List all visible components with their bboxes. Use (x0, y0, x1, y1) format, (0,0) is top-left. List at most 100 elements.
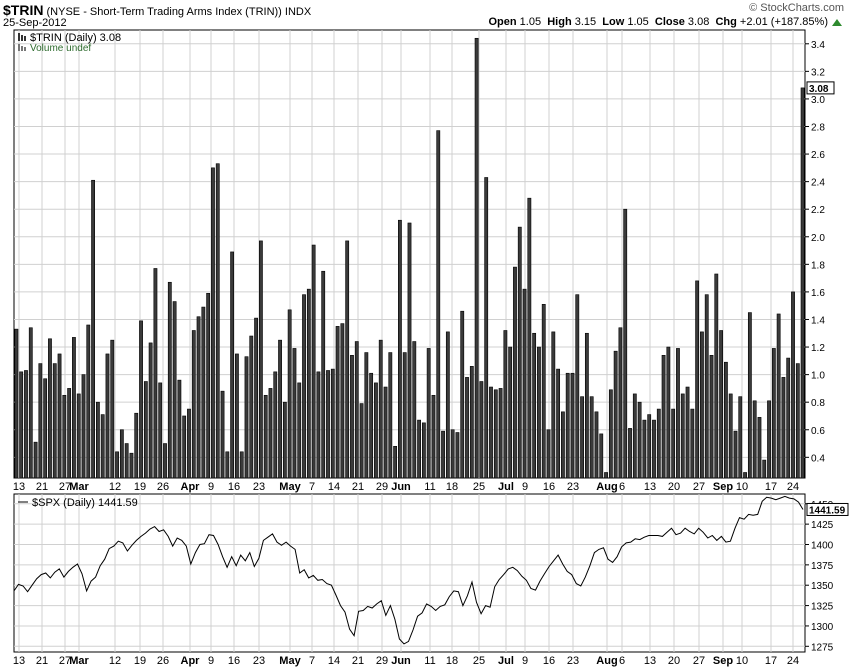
volume-legend-label: Volume undef (30, 43, 91, 54)
spx-x-tick-label: 10 (736, 655, 748, 667)
trin-bar (613, 350, 618, 479)
trin-y-tick-label: 3.2 (811, 67, 825, 78)
bar-legend-icon (21, 35, 23, 41)
volume-legend-icon (21, 46, 23, 51)
spx-x-tick-label: 19 (134, 655, 146, 667)
trin-bar (728, 393, 733, 479)
trin-bar (767, 400, 771, 479)
trin-bar (225, 451, 230, 479)
trin-x-tick-label: 13 (13, 481, 25, 493)
trin-bar (100, 414, 105, 479)
trin-bar (43, 378, 48, 479)
trin-bar (302, 294, 306, 479)
trin-bar (378, 339, 383, 479)
trin-x-tick-label: 19 (134, 481, 146, 493)
trin-bar (330, 368, 335, 479)
trin-bar (441, 430, 445, 479)
trin-bar (561, 411, 565, 479)
trin-bar (134, 412, 139, 479)
trin-bar (762, 459, 767, 479)
spx-x-tick-label: 26 (157, 655, 169, 667)
trin-bar (743, 472, 747, 479)
trin-bar (795, 363, 800, 479)
trin-bar (508, 346, 513, 479)
trin-bar (546, 429, 551, 479)
trin-bar (52, 363, 57, 479)
trin-legend-label: $TRIN (Daily) 3.08 (30, 32, 121, 44)
trin-bar (124, 443, 129, 479)
trin-bar (306, 288, 311, 479)
spx-x-tick-label: 13 (644, 655, 656, 667)
trin-bar (249, 335, 254, 479)
trin-bar (388, 352, 393, 479)
spx-x-tick-label: 24 (787, 655, 799, 667)
trin-bar (695, 280, 700, 479)
trin-x-tick-label: 23 (253, 481, 265, 493)
trin-bar (206, 292, 211, 479)
bar-legend-icon (24, 36, 26, 41)
trin-bar (709, 355, 714, 479)
spx-x-tick-label: 20 (668, 655, 680, 667)
volume-legend-icon (18, 44, 20, 51)
trin-bar (436, 130, 441, 479)
chg-value: +2.01 (+187.85%) (739, 16, 828, 28)
spx-x-tick-label: Jul (498, 655, 514, 667)
trin-bar (244, 356, 249, 479)
trin-bar (700, 331, 704, 479)
trin-bar (503, 330, 508, 479)
trin-bar (628, 428, 632, 479)
trin-bar (321, 270, 326, 479)
trin-y-tick-label: 1.4 (811, 315, 825, 326)
trin-bar (618, 327, 623, 479)
spx-x-tick-label: Aug (596, 655, 617, 667)
trin-bar (489, 386, 493, 479)
trin-bar (623, 208, 628, 479)
trin-y-tick-label: 3.0 (811, 95, 825, 106)
high-value: 3.15 (574, 16, 597, 28)
spx-x-tick-label: Jun (391, 655, 411, 667)
trin-bar (680, 393, 685, 479)
spx-y-tick-label: 1425 (811, 520, 834, 531)
trin-bar (412, 341, 417, 479)
trin-x-tick-label: 16 (543, 481, 555, 493)
trin-bar (326, 370, 330, 479)
trin-bar (383, 386, 388, 479)
spx-y-tick-label: 1350 (811, 581, 834, 592)
trin-bar (374, 382, 378, 479)
trin-x-tick-label: 23 (567, 481, 579, 493)
trin-bar (417, 419, 421, 479)
trin-bar (474, 37, 479, 479)
trin-bar (369, 372, 374, 479)
trin-bar (752, 400, 757, 479)
spx-last-value-label: 1441.59 (809, 505, 846, 516)
trin-y-tick-label: 2.4 (811, 178, 825, 189)
trin-bar (541, 304, 546, 479)
trin-x-tick-label: 27 (693, 481, 705, 493)
spx-x-tick-label: 16 (228, 655, 240, 667)
trin-bar (364, 352, 369, 479)
spx-x-tick-label: 14 (328, 655, 340, 667)
trin-bar (72, 337, 76, 479)
trin-bar (676, 348, 680, 479)
spx-y-tick-label: 1400 (811, 540, 834, 551)
trin-bar (278, 339, 282, 479)
chart-title: $TRIN (NYSE - Short-Term Trading Arms In… (3, 2, 311, 18)
exchange: INDX (284, 6, 312, 18)
spx-y-tick-label: 1300 (811, 622, 834, 633)
low-label: Low (602, 16, 625, 28)
brand-link[interactable]: © StockCharts.com (749, 2, 844, 14)
trin-bar (757, 417, 762, 479)
trin-last-value-box (806, 81, 835, 95)
trin-bar (575, 294, 580, 479)
trin-y-tick-label: 0.6 (811, 426, 825, 437)
trin-x-tick-label: 9 (522, 481, 528, 493)
trin-bar (172, 301, 177, 479)
trin-x-tick-label: 21 (352, 481, 364, 493)
spx-x-tick-label: 21 (36, 655, 48, 667)
trin-bar (297, 382, 302, 479)
trin-y-tick-label: 2.0 (811, 233, 825, 244)
spx-panel-frame (13, 493, 806, 653)
trin-x-tick-label: 11 (424, 481, 435, 493)
trin-bar (733, 430, 738, 479)
